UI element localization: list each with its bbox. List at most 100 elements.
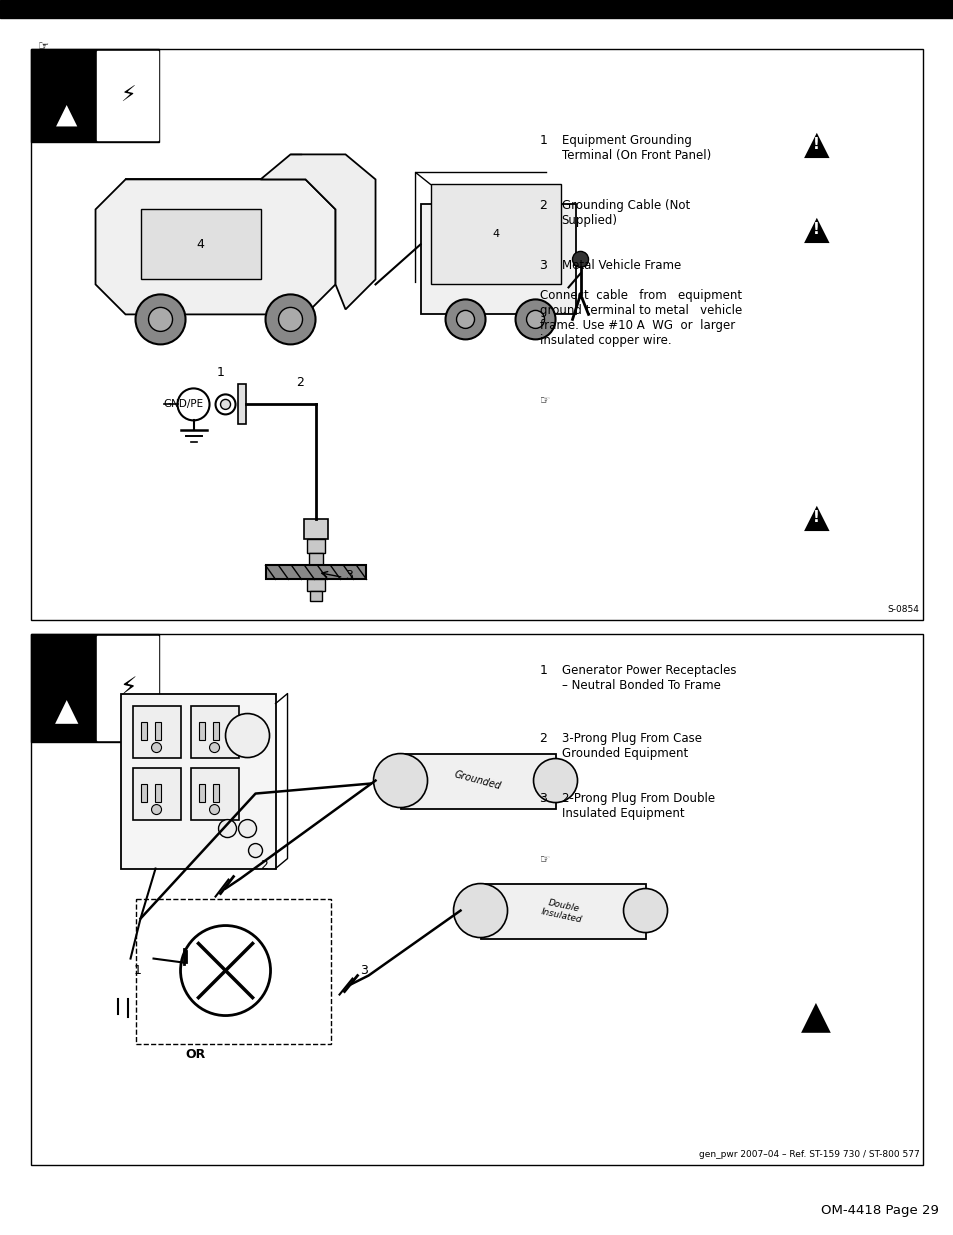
Circle shape: [238, 820, 256, 837]
Text: ▲: ▲: [801, 997, 830, 1035]
Circle shape: [515, 299, 555, 340]
Text: 2-Prong Plug From Double
Insulated Equipment: 2-Prong Plug From Double Insulated Equip…: [561, 792, 714, 820]
Bar: [480, 883, 645, 939]
Text: 3: 3: [360, 963, 368, 977]
Text: ☞: ☞: [539, 394, 550, 408]
Bar: [213, 783, 218, 802]
Bar: [237, 384, 245, 425]
Circle shape: [225, 714, 270, 757]
Text: 3: 3: [345, 569, 353, 583]
Text: Grounding Cable (Not
Supplied): Grounding Cable (Not Supplied): [561, 199, 689, 227]
Text: 1: 1: [539, 135, 547, 147]
Circle shape: [210, 742, 219, 752]
Circle shape: [210, 804, 219, 815]
Bar: [308, 553, 322, 566]
Text: !: !: [812, 222, 819, 237]
Bar: [97, 52, 158, 140]
Bar: [303, 520, 327, 540]
Circle shape: [177, 388, 210, 420]
Bar: [120, 694, 275, 868]
Text: Metal Vehicle Frame: Metal Vehicle Frame: [561, 259, 680, 273]
Text: 2: 2: [296, 377, 304, 389]
Bar: [135, 899, 330, 1044]
Circle shape: [218, 820, 236, 837]
Text: !: !: [62, 684, 71, 703]
Bar: [30, 634, 159, 742]
Text: 3-Prong Plug From Case
Grounded Equipment: 3-Prong Plug From Case Grounded Equipmen…: [561, 731, 700, 760]
Circle shape: [526, 310, 544, 329]
Text: 2: 2: [539, 199, 547, 212]
Text: !: !: [63, 91, 71, 110]
Circle shape: [180, 925, 271, 1015]
Text: S-0854: S-0854: [886, 605, 919, 614]
Text: 3: 3: [539, 259, 547, 273]
Text: Equipment Grounding
Terminal (On Front Panel): Equipment Grounding Terminal (On Front P…: [561, 135, 710, 162]
Text: ⚡: ⚡: [146, 946, 155, 961]
Text: ▲: ▲: [802, 128, 828, 161]
Circle shape: [249, 844, 262, 857]
Circle shape: [278, 308, 302, 331]
Bar: [97, 636, 158, 740]
Text: ▲: ▲: [802, 500, 828, 534]
Circle shape: [220, 399, 231, 409]
Bar: [198, 783, 204, 802]
Text: OM-4418 Page 29: OM-4418 Page 29: [821, 1204, 938, 1216]
Text: !: !: [812, 510, 819, 525]
Bar: [213, 721, 218, 740]
Text: ▲: ▲: [54, 697, 78, 726]
Text: 3: 3: [539, 792, 547, 804]
Bar: [306, 579, 324, 592]
Text: 2: 2: [539, 731, 547, 745]
Bar: [191, 705, 238, 757]
Polygon shape: [95, 179, 335, 315]
Text: Grounded: Grounded: [453, 769, 501, 792]
Circle shape: [152, 742, 161, 752]
Bar: [154, 783, 160, 802]
Text: 4: 4: [492, 230, 498, 240]
Bar: [30, 634, 923, 1165]
Bar: [30, 49, 159, 142]
Bar: [132, 705, 180, 757]
Bar: [400, 753, 555, 809]
Circle shape: [149, 308, 172, 331]
Bar: [140, 783, 147, 802]
Text: 4: 4: [196, 238, 204, 251]
Circle shape: [453, 883, 507, 937]
Bar: [154, 721, 160, 740]
Bar: [265, 566, 365, 579]
Bar: [420, 205, 575, 315]
Bar: [430, 184, 560, 284]
Bar: [30, 49, 923, 620]
Circle shape: [135, 294, 185, 345]
Circle shape: [533, 758, 577, 803]
Text: ⚡: ⚡: [119, 676, 137, 700]
Circle shape: [152, 804, 161, 815]
Text: Double
Insulated: Double Insulated: [539, 897, 584, 924]
Bar: [191, 768, 238, 820]
Text: 1: 1: [216, 367, 224, 379]
Bar: [140, 210, 260, 279]
Text: 2: 2: [260, 858, 268, 872]
Text: ☞: ☞: [539, 853, 550, 867]
Circle shape: [456, 310, 474, 329]
Text: ▲: ▲: [56, 100, 77, 128]
Bar: [132, 768, 180, 820]
Bar: [198, 721, 204, 740]
Circle shape: [445, 299, 485, 340]
Text: ▲: ▲: [802, 212, 828, 246]
Text: Generator Power Receptacles
– Neutral Bonded To Frame: Generator Power Receptacles – Neutral Bo…: [561, 663, 735, 692]
Circle shape: [374, 753, 427, 808]
Circle shape: [265, 294, 315, 345]
Text: ⚡: ⚡: [120, 85, 136, 106]
Bar: [0, 0, 953, 19]
Bar: [309, 592, 321, 601]
Text: OR: OR: [185, 1047, 206, 1061]
Text: GND/PE: GND/PE: [163, 399, 203, 409]
Circle shape: [215, 394, 235, 415]
Polygon shape: [260, 154, 375, 310]
Text: !: !: [811, 979, 820, 999]
Text: 1: 1: [539, 663, 547, 677]
Circle shape: [572, 252, 588, 268]
Text: 1: 1: [133, 963, 141, 977]
Text: ☞: ☞: [38, 40, 50, 53]
